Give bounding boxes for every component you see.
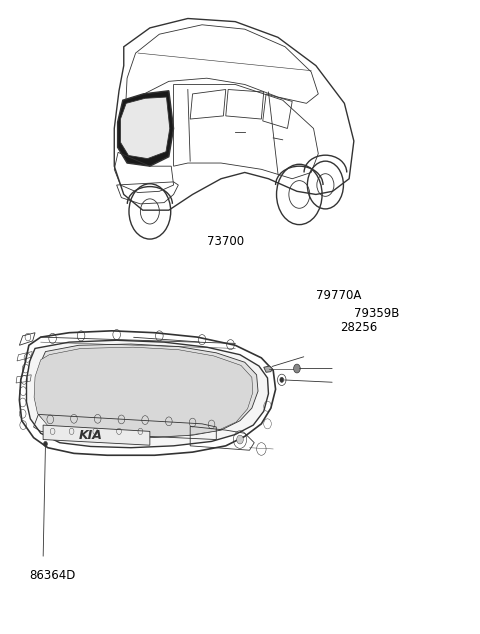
Polygon shape — [264, 366, 272, 372]
Circle shape — [280, 377, 284, 382]
Polygon shape — [35, 344, 258, 437]
Polygon shape — [26, 340, 268, 448]
Text: KIA: KIA — [79, 429, 103, 442]
Text: 86364D: 86364D — [29, 569, 75, 583]
Text: 79359B: 79359B — [354, 307, 399, 320]
Text: 28256: 28256 — [340, 321, 377, 334]
Polygon shape — [120, 97, 170, 158]
Circle shape — [294, 364, 300, 373]
Text: 73700: 73700 — [207, 235, 244, 248]
Circle shape — [44, 441, 48, 446]
Polygon shape — [43, 425, 150, 445]
Polygon shape — [34, 347, 253, 437]
Text: 79770A: 79770A — [316, 288, 361, 302]
Circle shape — [237, 435, 243, 444]
Polygon shape — [118, 91, 174, 166]
